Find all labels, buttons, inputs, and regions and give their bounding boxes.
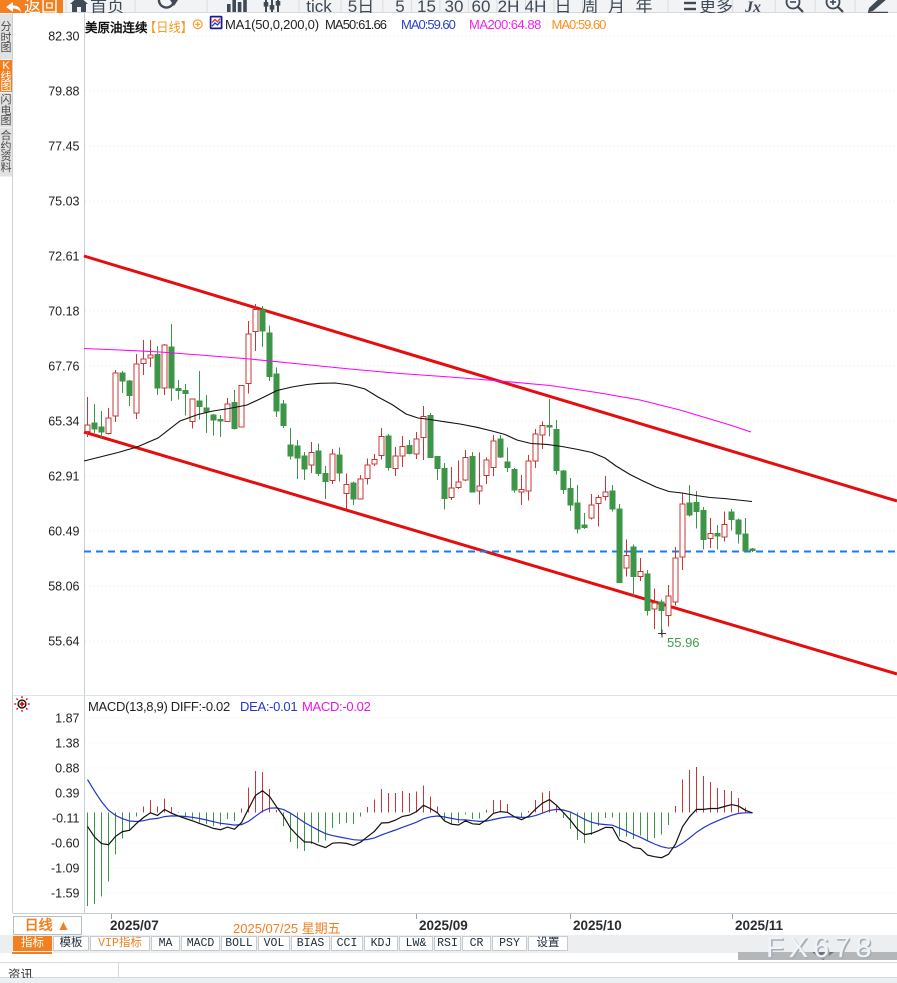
svg-text:60: 60 xyxy=(472,0,491,13)
svg-text:70.18: 70.18 xyxy=(48,305,79,319)
svg-text:67.76: 67.76 xyxy=(48,360,79,374)
svg-text:tick: tick xyxy=(306,0,332,13)
svg-text:0.88: 0.88 xyxy=(55,762,79,776)
svg-text:65.34: 65.34 xyxy=(48,415,79,429)
svg-text:周: 周 xyxy=(582,0,599,13)
svg-text:2H: 2H xyxy=(498,0,520,13)
svg-text:-1.09: -1.09 xyxy=(51,862,80,876)
svg-text:-1.59: -1.59 xyxy=(51,887,80,901)
svg-text:-0.60: -0.60 xyxy=(51,837,80,851)
svg-text:30: 30 xyxy=(445,0,464,13)
svg-text:Jx: Jx xyxy=(744,0,761,13)
svg-text:0.39: 0.39 xyxy=(55,787,79,801)
svg-text:月: 月 xyxy=(608,0,625,13)
svg-text:72.61: 72.61 xyxy=(48,250,79,264)
svg-text:返回: 返回 xyxy=(24,0,58,13)
svg-text:60.49: 60.49 xyxy=(48,525,79,539)
svg-text:55.64: 55.64 xyxy=(48,635,79,649)
svg-text:首页: 首页 xyxy=(90,0,124,13)
svg-text:更多: 更多 xyxy=(699,0,733,13)
svg-text:年: 年 xyxy=(636,0,653,13)
svg-text:MACD(13,8,9) DIFF:-0.02: MACD(13,8,9) DIFF:-0.02 xyxy=(88,699,230,714)
svg-text:75.03: 75.03 xyxy=(48,195,79,209)
svg-text:55.96: 55.96 xyxy=(667,635,700,650)
svg-text:58.06: 58.06 xyxy=(48,580,79,594)
svg-text:MACD:-0.02: MACD:-0.02 xyxy=(302,699,371,714)
svg-text:DEA:-0.01: DEA:-0.01 xyxy=(240,699,297,714)
svg-text:15: 15 xyxy=(417,0,436,13)
svg-text:4H: 4H xyxy=(525,0,547,13)
svg-text:82.30: 82.30 xyxy=(48,30,79,44)
svg-text:77.45: 77.45 xyxy=(48,140,79,154)
svg-text:79.88: 79.88 xyxy=(48,85,79,99)
svg-text:1.87: 1.87 xyxy=(55,712,79,726)
svg-text:1.38: 1.38 xyxy=(55,737,79,751)
svg-text:5: 5 xyxy=(395,0,404,13)
svg-text:日: 日 xyxy=(555,0,572,13)
svg-text:5日: 5日 xyxy=(348,0,374,13)
svg-text:62.91: 62.91 xyxy=(48,470,79,484)
svg-text:-0.11: -0.11 xyxy=(52,812,80,826)
